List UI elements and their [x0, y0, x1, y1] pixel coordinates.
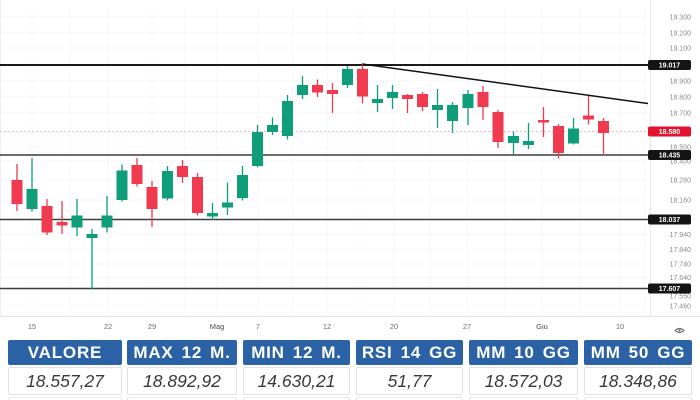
svg-text:17.840: 17.840 — [670, 247, 692, 254]
svg-text:18.700: 18.700 — [670, 111, 692, 118]
svg-text:17.607: 17.607 — [659, 286, 681, 293]
svg-text:27: 27 — [463, 322, 471, 331]
svg-text:19.017: 19.017 — [659, 63, 681, 70]
svg-text:19.100: 19.100 — [670, 46, 692, 53]
svg-text:17.940: 17.940 — [670, 232, 692, 239]
svg-text:17.460: 17.460 — [670, 304, 692, 311]
svg-text:18.160: 18.160 — [670, 198, 692, 205]
svg-text:20: 20 — [390, 322, 398, 331]
svg-text:19.300: 19.300 — [670, 15, 692, 22]
svg-text:17.740: 17.740 — [670, 262, 692, 269]
svg-text:10: 10 — [616, 322, 624, 331]
svg-text:Giu: Giu — [536, 322, 548, 331]
svg-text:19.200: 19.200 — [670, 31, 692, 38]
svg-text:18.580: 18.580 — [659, 129, 681, 136]
svg-text:18.435: 18.435 — [659, 153, 681, 160]
svg-text:29: 29 — [148, 322, 156, 331]
svg-text:18.400: 18.400 — [670, 159, 692, 166]
svg-text:12: 12 — [323, 322, 331, 331]
svg-text:Mag: Mag — [210, 322, 225, 331]
svg-text:17.550: 17.550 — [670, 294, 692, 301]
svg-text:18.037: 18.037 — [659, 217, 681, 224]
svg-text:17.640: 17.640 — [670, 275, 692, 282]
svg-text:18.800: 18.800 — [670, 95, 692, 102]
svg-text:18.500: 18.500 — [670, 145, 692, 152]
svg-text:18.900: 18.900 — [670, 79, 692, 86]
svg-text:7: 7 — [256, 322, 260, 331]
svg-text:18.280: 18.280 — [670, 178, 692, 185]
svg-text:15: 15 — [28, 322, 36, 331]
svg-text:22: 22 — [104, 322, 112, 331]
